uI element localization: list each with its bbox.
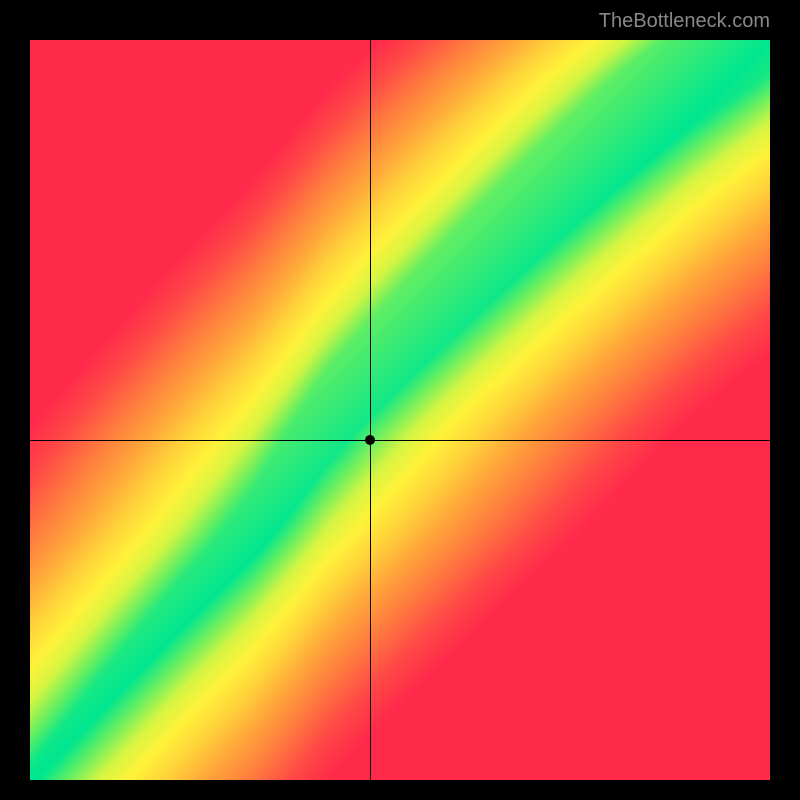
- data-point-marker: [365, 435, 375, 445]
- plot-area: [30, 40, 770, 780]
- heatmap-canvas: [30, 40, 770, 780]
- watermark-text: TheBottleneck.com: [599, 10, 770, 33]
- crosshair-vertical: [370, 40, 371, 780]
- crosshair-horizontal: [30, 440, 770, 441]
- chart-container: TheBottleneck.com: [0, 0, 800, 800]
